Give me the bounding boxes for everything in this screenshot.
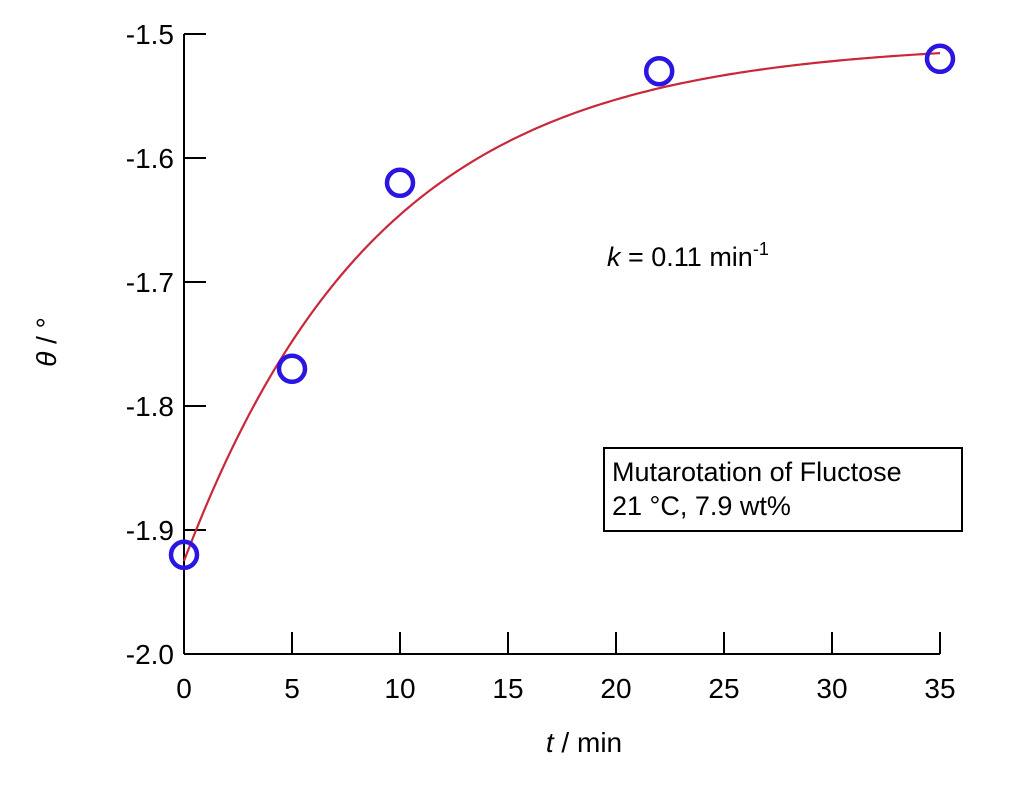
fit-curve-group xyxy=(182,52,941,562)
x-tick-label: 15 xyxy=(492,673,523,704)
legend-box: Mutarotation of Fluctose 21 °C, 7.9 wt% xyxy=(603,447,963,532)
fit-curve-line xyxy=(182,52,941,562)
y-tick-label: -1.6 xyxy=(126,143,174,174)
data-point xyxy=(276,353,308,385)
y-tick-label: -1.8 xyxy=(126,391,174,422)
x-tick-label: 35 xyxy=(924,673,955,704)
y-tick-label: -1.7 xyxy=(126,267,174,298)
axes xyxy=(183,34,940,655)
x-tick-label: 20 xyxy=(600,673,631,704)
legend-box-line1: Mutarotation of Fluctose xyxy=(612,457,902,487)
y-axis-title: θ / ° xyxy=(31,317,62,367)
x-tick-label: 5 xyxy=(284,673,300,704)
data-point xyxy=(643,55,675,87)
x-tick-label: 30 xyxy=(816,673,847,704)
legend-box-border xyxy=(603,447,963,532)
x-axis-title: t / min xyxy=(546,727,622,758)
data-point xyxy=(168,539,200,571)
legend-box-line2: 21 °C, 7.9 wt% xyxy=(612,491,791,521)
x-tick-label: 25 xyxy=(708,673,739,704)
y-tick-label: -1.5 xyxy=(126,19,174,50)
data-point xyxy=(384,167,416,199)
x-tick-label: 10 xyxy=(384,673,415,704)
x-tick-label: 0 xyxy=(176,673,192,704)
data-point xyxy=(924,43,956,75)
rate-constant-annotation: k = 0.11 min-1 xyxy=(607,239,769,272)
y-tick-label: -2.0 xyxy=(126,639,174,670)
data-points-group xyxy=(168,43,956,571)
ticks: 0 5 10 15 20 25 30 35 -2.0 -1.9 -1.8 -1.7 -1.6 -1.5 xyxy=(126,19,956,704)
y-tick-label: -1.9 xyxy=(126,515,174,546)
